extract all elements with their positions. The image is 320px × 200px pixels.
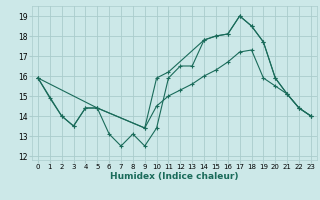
X-axis label: Humidex (Indice chaleur): Humidex (Indice chaleur): [110, 172, 239, 181]
